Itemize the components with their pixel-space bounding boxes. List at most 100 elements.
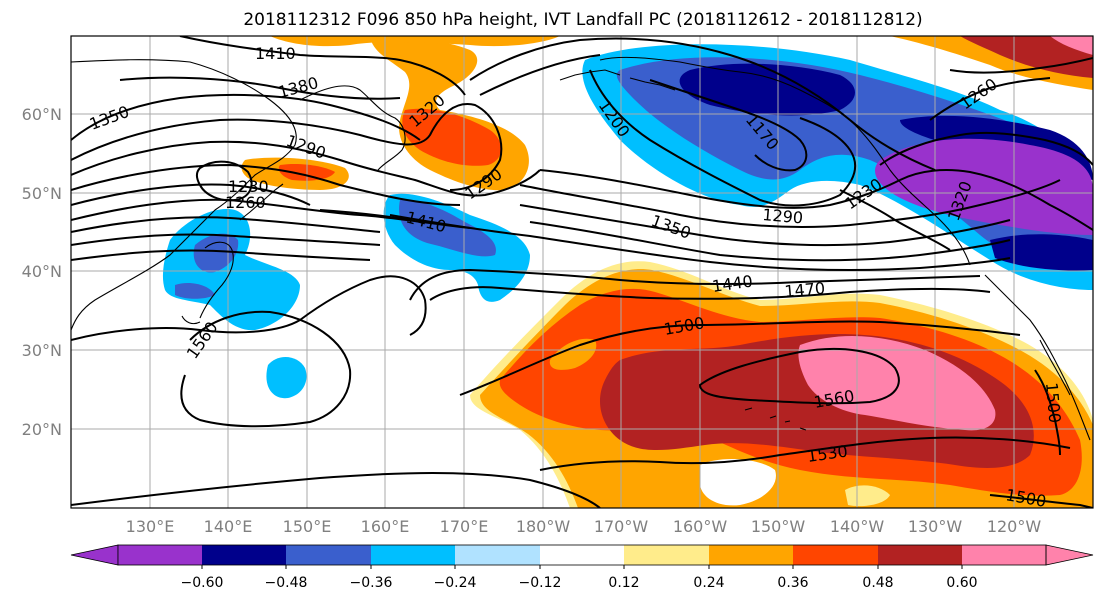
contour-label: 1260 (225, 193, 266, 212)
contour-1260 (71, 163, 461, 206)
colorbar (70, 544, 1094, 569)
lat-label: 50°N (22, 184, 62, 203)
contour-jet-2 (479, 54, 601, 96)
pos-region-top-right-red (960, 36, 1093, 78)
contour-1380 (119, 76, 401, 100)
pos-region-hole-1 (699, 458, 776, 506)
contour-1440 (409, 268, 981, 301)
colorbar-bin (455, 545, 540, 565)
contour-1350 (71, 93, 421, 141)
contour-label: 1410 (255, 44, 296, 63)
contour-1470 (429, 286, 991, 301)
colorbar-bin (286, 545, 371, 565)
neg-region-japan-core (175, 233, 239, 299)
lon-label: 140°E (204, 517, 253, 536)
lon-label: 130°W (908, 517, 963, 536)
pos-region-subtropical-pink (798, 335, 996, 431)
colorbar-tick-label: 0.48 (862, 575, 893, 591)
coast-japan (181, 241, 234, 325)
contour-1290 (71, 140, 541, 197)
colorbar-bin (962, 545, 1046, 565)
pos-region-north-top (270, 36, 560, 47)
contour-1530 (539, 436, 1071, 471)
colorbar-tick-label: −0.48 (265, 575, 308, 591)
contour-label: 1470 (784, 279, 826, 301)
lon-label: 140°W (830, 517, 885, 536)
neg-region-midpac-core (399, 199, 496, 257)
lon-label: 170°W (594, 517, 649, 536)
contour-1410-long (389, 214, 1011, 271)
contour-east-1290 (949, 57, 1093, 74)
colorbar-tick-label: −0.12 (519, 575, 562, 591)
colorbar-tick-label: −0.60 (181, 575, 224, 591)
lon-label: 120°W (987, 517, 1042, 536)
lat-label: 40°N (22, 262, 62, 281)
lon-label: 150°W (751, 517, 806, 536)
lon-label: 180°W (516, 517, 571, 536)
colorbar-tick-label: 0.36 (777, 575, 808, 591)
colorbar-tick-label: 0.12 (608, 575, 639, 591)
lat-label: 30°N (22, 341, 62, 360)
lat-labels: 60°N 50°N 40°N 30°N 20°N (22, 105, 62, 439)
map-frame (70, 35, 1094, 509)
contour-1350-long (519, 204, 1011, 247)
gridlines (71, 36, 1093, 508)
colorbar-tick-label: 0.60 (946, 575, 977, 591)
contour-1320-long (519, 179, 1061, 228)
map-title: 2018112312 F096 850 hPa height, IVT Land… (243, 10, 922, 30)
contour-1170 (649, 79, 808, 172)
pos-region-kamchatka-red (402, 108, 502, 166)
contour-1380-long (529, 221, 1011, 262)
contour-1500-se (989, 494, 1093, 508)
contour-1410-north (179, 36, 466, 96)
contour-1290-long (539, 169, 901, 209)
lon-label: 170°E (440, 517, 489, 536)
neg-region-small-oval (266, 357, 307, 399)
lon-labels: 130°E 140°E 150°E 160°E 170°E 180°W 170°… (126, 517, 1042, 536)
contour-1500-coast (1034, 369, 1061, 456)
neg-region-purple (875, 138, 1093, 235)
colorbar-bin (709, 545, 793, 565)
colorbar-tick-label: −0.24 (434, 575, 477, 591)
colorbar-bin (371, 545, 455, 565)
contour-west-lower (71, 249, 371, 261)
contour-east-trough-1 (879, 131, 1093, 166)
contour-west-mid (71, 233, 381, 246)
colorbar-tick-labels: −0.60 −0.48 −0.36 −0.24 −0.12 0.12 0.24 … (181, 575, 978, 591)
coast-hawaii (744, 407, 807, 431)
contour-jet-1 (469, 37, 936, 171)
contour-west-1290 (71, 216, 381, 233)
height-contours (71, 36, 1093, 508)
contour-1200 (589, 69, 857, 207)
contour-west-1260 (71, 198, 471, 229)
lat-label: 20°N (22, 420, 62, 439)
pos-region-hole-2 (845, 485, 890, 507)
colorbar-extend-max (1045, 544, 1094, 566)
contour-1500-west (71, 275, 427, 341)
lon-label: 150°E (283, 517, 332, 536)
pos-region-top-right-pink (1050, 36, 1093, 55)
colorbar-frame (117, 544, 1047, 566)
colorbar-bin (540, 545, 624, 565)
colorbar-bin (118, 545, 202, 565)
contour-1500-south (71, 472, 601, 508)
coast-asia (71, 59, 297, 331)
colorbar-tick-label: 0.24 (693, 575, 724, 591)
neg-region-gulf-alaska-core (679, 63, 1093, 271)
ivt-shading (162, 36, 1093, 508)
colorbar-extend-min (70, 544, 119, 566)
coast-kuril (239, 183, 284, 221)
lat-label: 60°N (22, 105, 62, 124)
contour-label: 1500 (1042, 382, 1064, 424)
coast-northamerica (984, 274, 1091, 441)
colorbar-bin (624, 545, 709, 565)
colorbar-bin (793, 545, 878, 565)
lon-label: 160°E (361, 517, 410, 536)
lon-label: 130°E (126, 517, 175, 536)
coast-alaska (599, 56, 971, 266)
colorbar-bin (878, 545, 962, 565)
contour-label: 1230 (228, 177, 269, 196)
coast-baja (1039, 339, 1071, 396)
coast-kamchatka (299, 85, 406, 171)
